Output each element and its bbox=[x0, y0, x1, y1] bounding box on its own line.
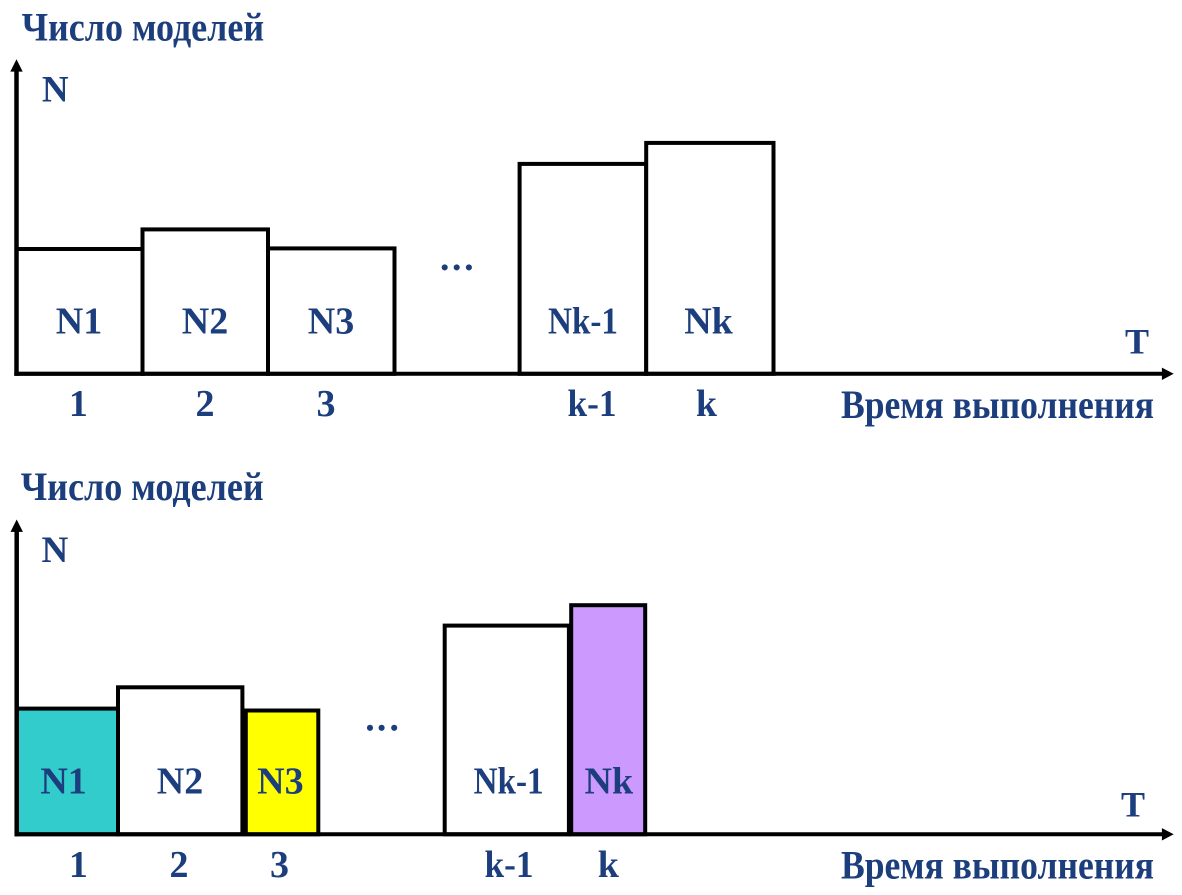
svg-text:1: 1 bbox=[69, 844, 88, 886]
svg-text:Число моделей: Число моделей bbox=[21, 464, 264, 509]
svg-text:N2: N2 bbox=[157, 761, 203, 803]
svg-text:Время выполнения: Время выполнения bbox=[841, 382, 1154, 427]
svg-text:T: T bbox=[1121, 785, 1145, 825]
svg-text:2: 2 bbox=[196, 383, 215, 425]
svg-text:k-1: k-1 bbox=[568, 383, 617, 425]
svg-text:N: N bbox=[42, 70, 69, 111]
svg-text:1: 1 bbox=[69, 383, 88, 425]
svg-text:3: 3 bbox=[317, 383, 336, 425]
svg-text:k: k bbox=[598, 844, 620, 886]
svg-text:2: 2 bbox=[170, 844, 189, 886]
svg-text:N2: N2 bbox=[182, 300, 228, 342]
svg-text:N3: N3 bbox=[308, 300, 354, 342]
svg-text:T: T bbox=[1125, 322, 1149, 362]
svg-text:3: 3 bbox=[270, 844, 289, 886]
svg-text:k-1: k-1 bbox=[485, 844, 534, 886]
svg-text:Nk: Nk bbox=[684, 300, 733, 342]
svg-text:Число моделей: Число моделей bbox=[22, 5, 265, 50]
svg-text:Nk: Nk bbox=[585, 761, 634, 803]
svg-text:Nk-1: Nk-1 bbox=[548, 300, 618, 342]
svg-text:N1: N1 bbox=[56, 300, 102, 342]
svg-text:k: k bbox=[696, 383, 718, 425]
svg-text:N1: N1 bbox=[40, 761, 86, 803]
svg-text:N: N bbox=[42, 530, 69, 571]
svg-text:Nk-1: Nk-1 bbox=[474, 761, 544, 803]
svg-text:N3: N3 bbox=[257, 761, 303, 803]
svg-text:Время выполнения: Время выполнения bbox=[841, 843, 1154, 888]
